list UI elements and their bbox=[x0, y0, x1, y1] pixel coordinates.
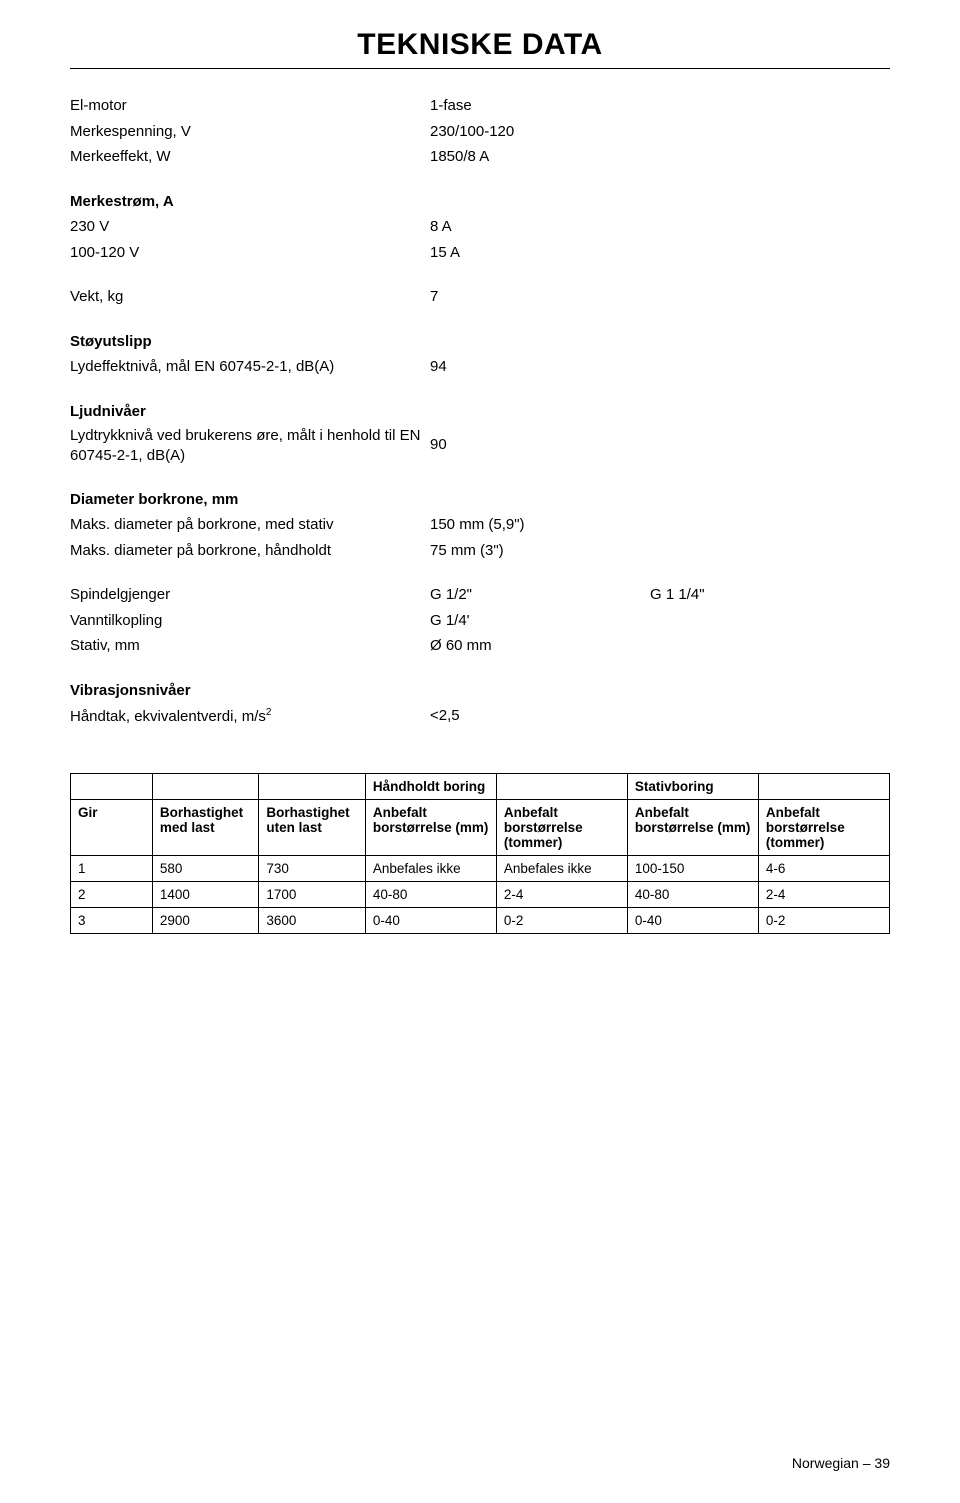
current-100v-label: 100-120 V bbox=[70, 242, 430, 265]
table-cell: 40-80 bbox=[627, 881, 758, 907]
table-cell-empty bbox=[758, 773, 889, 799]
diameter-hand-value: 75 mm (3") bbox=[430, 540, 650, 563]
table-cell: 100-150 bbox=[627, 855, 758, 881]
table-cell: 3 bbox=[71, 907, 153, 933]
soundlevel-value: 90 bbox=[430, 426, 650, 467]
table-cell: 3600 bbox=[259, 907, 365, 933]
table-header-rec-in-2: Anbefalt borstørrelse (tommer) bbox=[758, 799, 889, 855]
voltage-label: Merkespenning, V bbox=[70, 121, 430, 144]
footer-sep: – bbox=[859, 1455, 875, 1471]
vibration-label-text: Håndtak, ekvivalentverdi, m/s bbox=[70, 708, 266, 725]
table-row: 3 2900 3600 0-40 0-2 0-40 0-2 bbox=[71, 907, 890, 933]
table-header-speed-load: Borhastighet med last bbox=[152, 799, 258, 855]
power-label: Merkeeffekt, W bbox=[70, 146, 430, 169]
table-header-rec-mm: Anbefalt borstørrelse (mm) bbox=[365, 799, 496, 855]
motor-label: El-motor bbox=[70, 95, 430, 118]
table-cell-empty bbox=[496, 773, 627, 799]
vibration-label: Håndtak, ekvivalentverdi, m/s2 bbox=[70, 705, 430, 729]
page-title: TEKNISKE DATA bbox=[70, 28, 890, 62]
soundlevel-label: Lydtrykknivå ved brukerens øre, målt i h… bbox=[70, 426, 430, 467]
footer-page-number: 39 bbox=[874, 1455, 890, 1471]
spec-list: El-motor 1-fase Merkespenning, V 230/100… bbox=[70, 95, 890, 729]
current-230v-label: 230 V bbox=[70, 216, 430, 239]
voltage-value: 230/100-120 bbox=[430, 121, 650, 144]
diameter-stand-value: 150 mm (5,9") bbox=[430, 514, 650, 537]
table-cell: 40-80 bbox=[365, 881, 496, 907]
table-cell: 1700 bbox=[259, 881, 365, 907]
table-cell-empty bbox=[71, 773, 153, 799]
table-cell: 0-40 bbox=[627, 907, 758, 933]
stand-value: Ø 60 mm bbox=[430, 635, 650, 658]
motor-value: 1-fase bbox=[430, 95, 650, 118]
table-row: Håndholdt boring Stativboring bbox=[71, 773, 890, 799]
diameter-stand-label: Maks. diameter på borkrone, med stativ bbox=[70, 514, 430, 537]
table-cell: Anbefales ikke bbox=[496, 855, 627, 881]
table-row: Gir Borhastighet med last Borhastighet u… bbox=[71, 799, 890, 855]
table-header-gir: Gir bbox=[71, 799, 153, 855]
table-header-rec-in: Anbefalt borstørrelse (tommer) bbox=[496, 799, 627, 855]
table-header-rec-mm-2: Anbefalt borstørrelse (mm) bbox=[627, 799, 758, 855]
table-cell: Anbefales ikke bbox=[365, 855, 496, 881]
vibration-heading: Vibrasjonsnivåer bbox=[70, 680, 430, 703]
table-header-handheld: Håndholdt boring bbox=[365, 773, 496, 799]
table-cell: 0-40 bbox=[365, 907, 496, 933]
diameter-hand-label: Maks. diameter på borkrone, håndholdt bbox=[70, 540, 430, 563]
page-footer: Norwegian – 39 bbox=[792, 1455, 890, 1471]
table-cell: 2-4 bbox=[758, 881, 889, 907]
vibration-label-sup: 2 bbox=[266, 707, 272, 718]
water-value: G 1/4' bbox=[430, 610, 650, 633]
table-cell: 1400 bbox=[152, 881, 258, 907]
drill-speed-table: Håndholdt boring Stativboring Gir Borhas… bbox=[70, 773, 890, 934]
footer-language: Norwegian bbox=[792, 1455, 859, 1471]
weight-label: Vekt, kg bbox=[70, 286, 430, 309]
vibration-value: <2,5 bbox=[430, 705, 650, 729]
table-row: 1 580 730 Anbefales ikke Anbefales ikke … bbox=[71, 855, 890, 881]
table-cell: 2 bbox=[71, 881, 153, 907]
table-cell: 2-4 bbox=[496, 881, 627, 907]
table-cell: 0-2 bbox=[496, 907, 627, 933]
current-230v-value: 8 A bbox=[430, 216, 650, 239]
soundlevel-heading: Ljudnivåer bbox=[70, 401, 430, 424]
table-cell: 1 bbox=[71, 855, 153, 881]
diameter-heading: Diameter borkrone, mm bbox=[70, 489, 430, 512]
table-cell: 580 bbox=[152, 855, 258, 881]
spindle-value-2: G 1 1/4" bbox=[650, 584, 705, 607]
table-cell: 730 bbox=[259, 855, 365, 881]
table-cell: 2900 bbox=[152, 907, 258, 933]
noise-heading: Støyutslipp bbox=[70, 331, 430, 354]
noise-label: Lydeffektnivå, mål EN 60745-2-1, dB(A) bbox=[70, 356, 430, 379]
table-header-stand: Stativboring bbox=[627, 773, 758, 799]
current-heading: Merkestrøm, A bbox=[70, 191, 430, 214]
spindle-label: Spindelgjenger bbox=[70, 584, 430, 607]
table-cell: 4-6 bbox=[758, 855, 889, 881]
title-rule bbox=[70, 68, 890, 69]
table-header-speed-noload: Borhastighet uten last bbox=[259, 799, 365, 855]
table-cell-empty bbox=[152, 773, 258, 799]
table-cell-empty bbox=[259, 773, 365, 799]
table-row: 2 1400 1700 40-80 2-4 40-80 2-4 bbox=[71, 881, 890, 907]
stand-label: Stativ, mm bbox=[70, 635, 430, 658]
power-value: 1850/8 A bbox=[430, 146, 650, 169]
table-cell: 0-2 bbox=[758, 907, 889, 933]
noise-value: 94 bbox=[430, 356, 650, 379]
spindle-value-1: G 1/2" bbox=[430, 584, 650, 607]
water-label: Vanntilkopling bbox=[70, 610, 430, 633]
current-100v-value: 15 A bbox=[430, 242, 650, 265]
weight-value: 7 bbox=[430, 286, 650, 309]
